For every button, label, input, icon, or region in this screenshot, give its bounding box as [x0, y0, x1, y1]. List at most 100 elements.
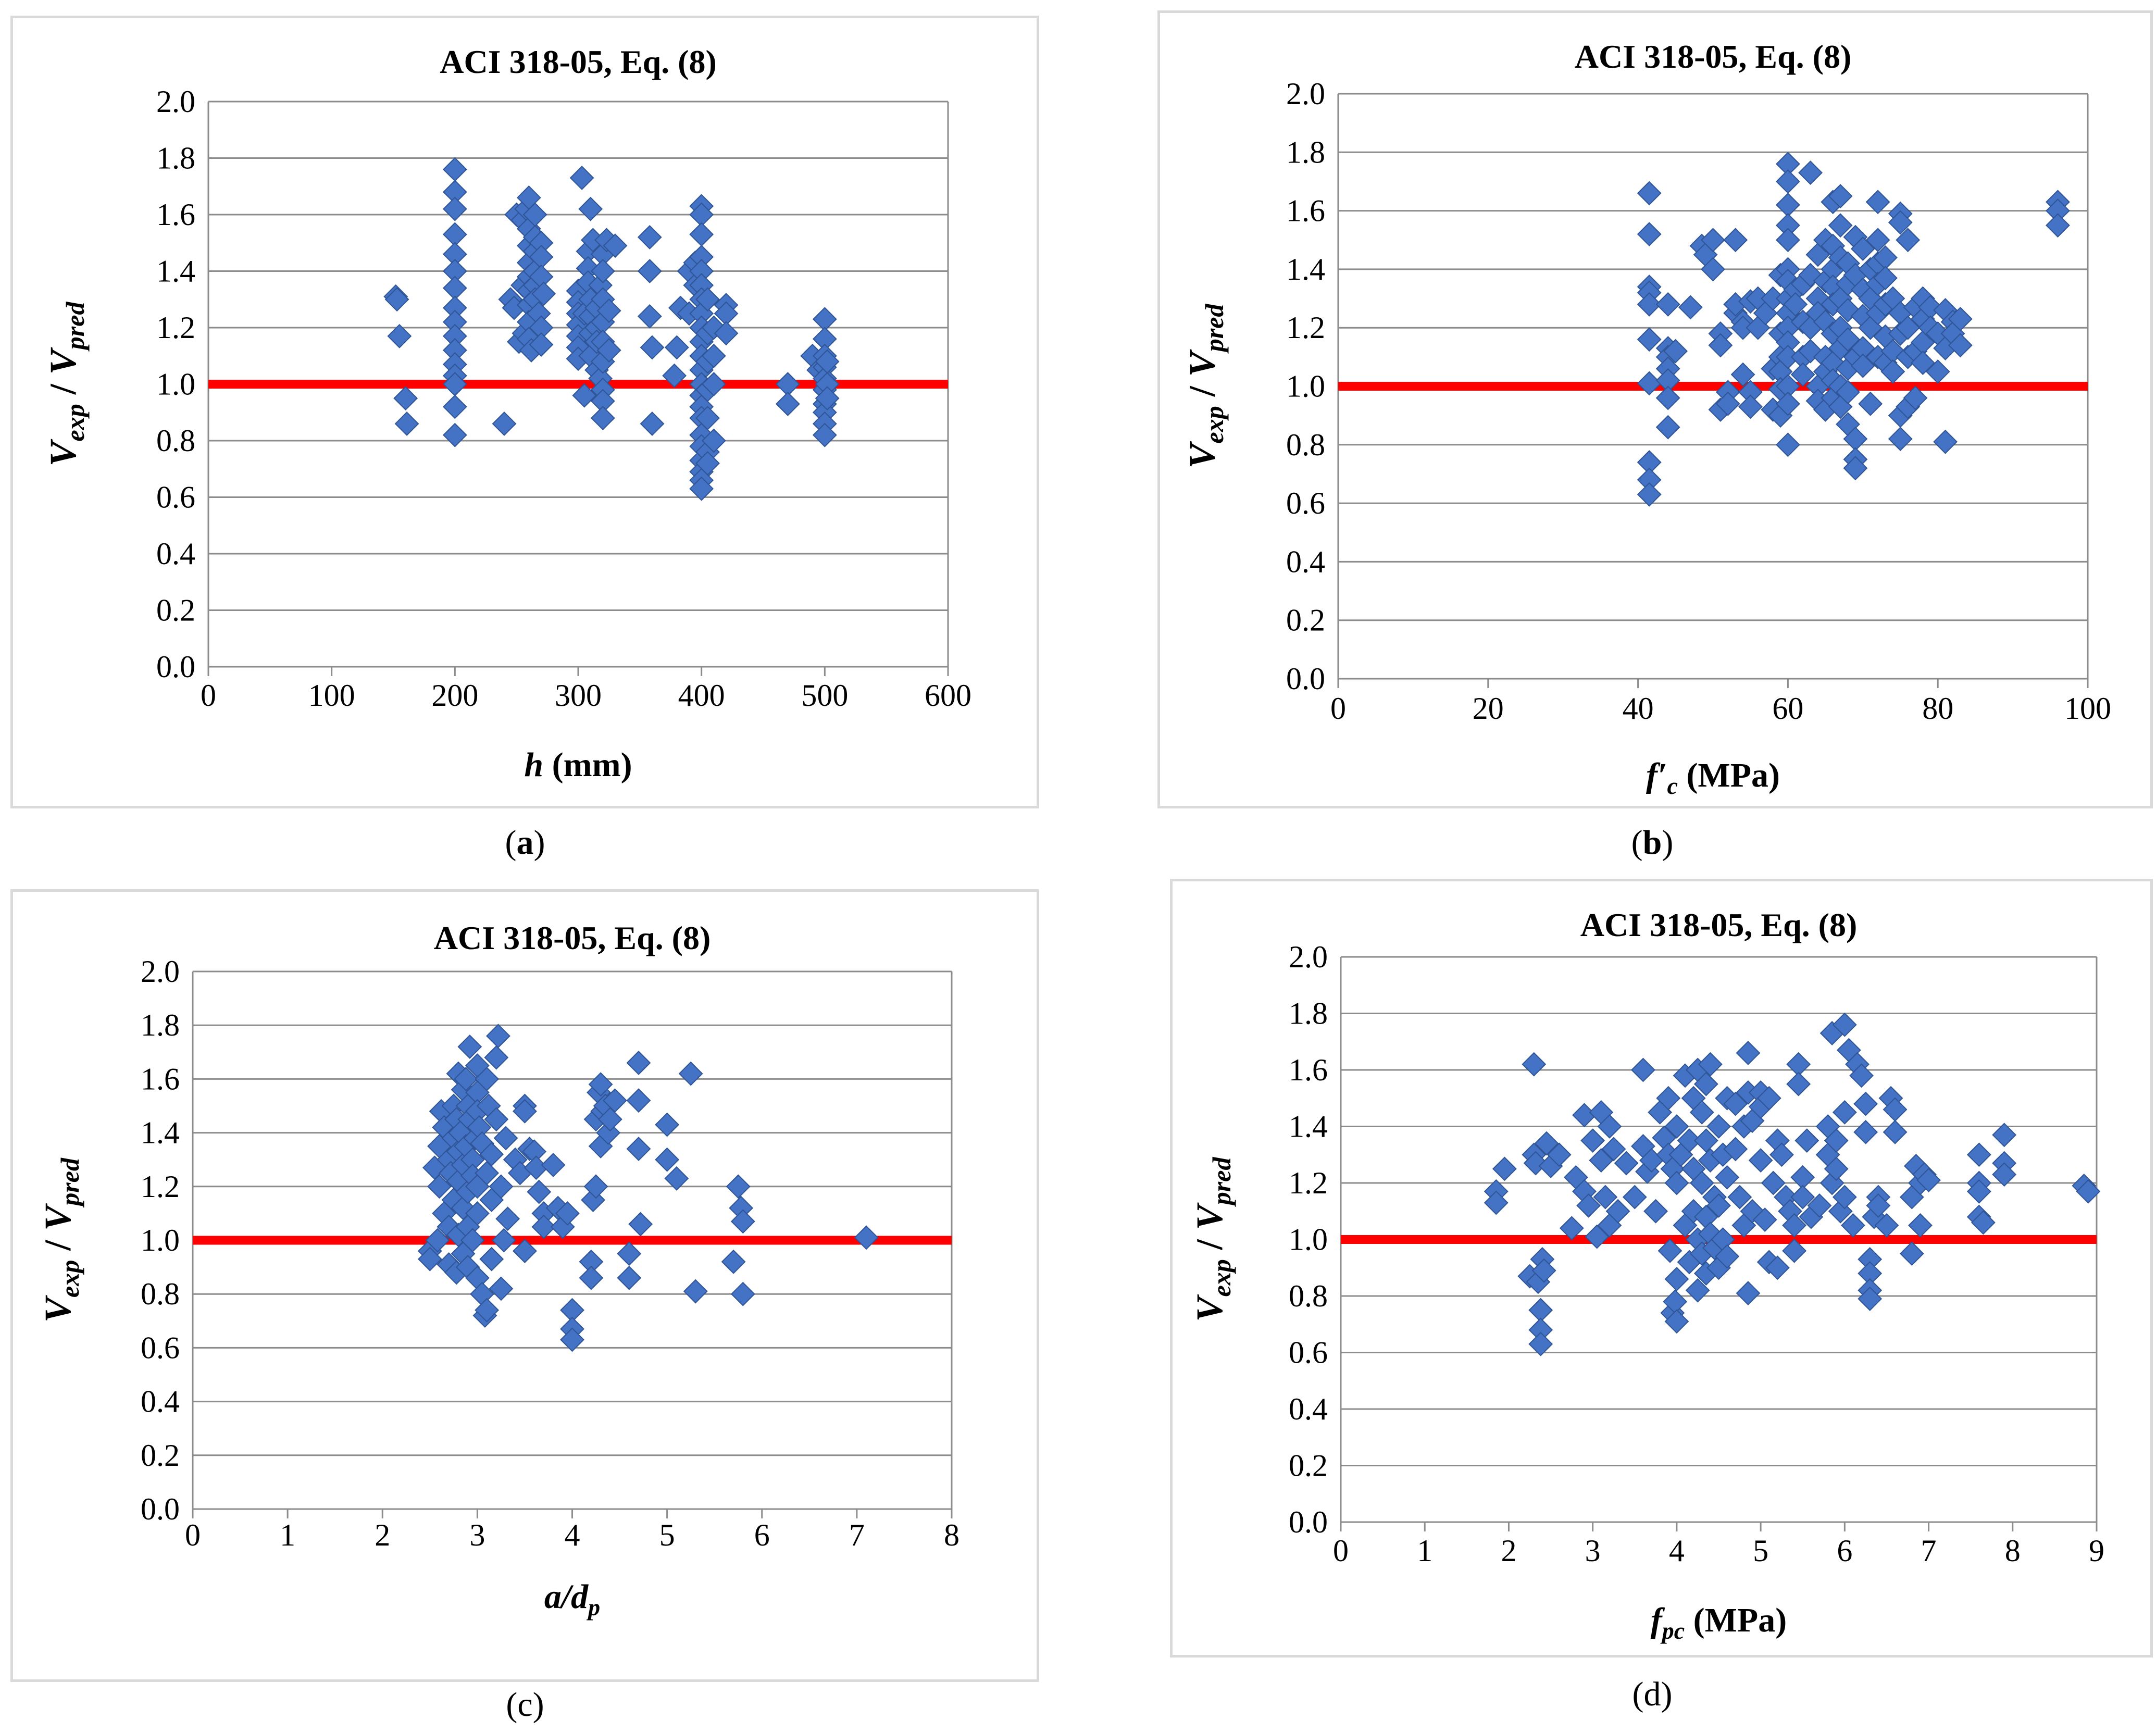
- chart-svg-b: ACI 318-05, Eq. (8) 0.0 0.2 0.4 0.6 0.8 1.0 1.2…: [1181, 38, 2111, 799]
- data-point: [492, 412, 517, 436]
- data-point: [1706, 1114, 1731, 1139]
- x-tick-label: 2: [1501, 1534, 1516, 1568]
- data-point: [626, 1088, 651, 1113]
- y-tick-label: 0.8: [156, 423, 195, 458]
- data-point: [637, 259, 662, 283]
- data-point: [1911, 351, 1935, 375]
- y-tick-label: 0.4: [1286, 544, 1325, 579]
- y-tick-label: 0.0: [1286, 662, 1325, 696]
- y-tick-label: 1.6: [1289, 1053, 1328, 1087]
- data-point: [1748, 1148, 1773, 1173]
- data-point: [1664, 1267, 1689, 1291]
- chart-title: ACI 318-05, Eq. (8): [440, 43, 717, 80]
- data-point: [442, 422, 467, 447]
- data-point: [394, 412, 419, 436]
- y-tick-label: 2.0: [156, 84, 195, 119]
- data-point: [1689, 1170, 1714, 1195]
- data-point: [1782, 1238, 1807, 1263]
- x-tick-label: 300: [555, 678, 602, 713]
- data-point: [714, 321, 739, 346]
- y-tick-label: 0.2: [156, 593, 195, 628]
- y-tick-label: 0.4: [1289, 1392, 1328, 1426]
- data-point: [572, 383, 597, 408]
- y-tick-label: 1.4: [1289, 1110, 1328, 1144]
- data-point: [640, 412, 665, 436]
- data-point: [460, 1228, 485, 1253]
- x-tick-label: 400: [678, 678, 725, 713]
- data-point: [1614, 1151, 1639, 1176]
- data-point: [442, 157, 467, 182]
- data-point: [1849, 1063, 1874, 1088]
- x-axis-label: f′c (MPa): [1646, 756, 1780, 799]
- data-point: [1925, 359, 1950, 384]
- data-point: [1908, 1213, 1933, 1238]
- data-point: [1783, 292, 1808, 317]
- x-tick-label: 1: [280, 1518, 295, 1552]
- data-point: [1656, 1086, 1681, 1111]
- data-point: [1832, 1012, 1857, 1037]
- y-tick-label: 1.6: [156, 197, 195, 232]
- y-tick-label: 1.6: [141, 1062, 180, 1096]
- data-point: [513, 1099, 537, 1124]
- data-point: [2076, 1179, 2101, 1204]
- chart-panel-c: ACI 318-05, Eq. (8) 0.0 0.2 0.4 0.6 0.8 1.0 1.2…: [10, 889, 1039, 1682]
- data-point: [1678, 295, 1703, 320]
- chart-title: ACI 318-05, Eq. (8): [1580, 906, 1858, 943]
- data-point: [1580, 1128, 1605, 1153]
- data-point: [1738, 394, 1763, 419]
- data-point: [1730, 362, 1755, 387]
- data-point: [1715, 391, 1740, 416]
- data-point: [664, 335, 689, 360]
- data-point: [581, 1188, 605, 1213]
- panel-label-c: (c): [506, 1686, 544, 1724]
- data-point: [529, 332, 554, 357]
- data-point: [1775, 391, 1800, 416]
- chart-title: ACI 318-05, Eq. (8): [434, 919, 711, 956]
- data-point: [1765, 1255, 1790, 1280]
- data-point: [1701, 228, 1725, 253]
- y-tick-label: 1.4: [141, 1116, 180, 1150]
- data-point: [1874, 1213, 1899, 1238]
- data-point: [1622, 1185, 1647, 1210]
- data-point: [812, 422, 837, 447]
- data-point: [1655, 385, 1680, 410]
- data-point: [1637, 222, 1662, 246]
- data-point: [1740, 1199, 1765, 1224]
- data-point: [1761, 1170, 1786, 1195]
- x-tick-label: 6: [754, 1518, 770, 1552]
- data-point: [588, 1072, 613, 1097]
- data-point: [1836, 380, 1860, 405]
- x-tick-label: 7: [849, 1518, 865, 1552]
- data-point: [1948, 333, 1973, 358]
- data-point: [1715, 1244, 1740, 1269]
- data-point: [2046, 213, 2070, 238]
- data-point: [596, 338, 621, 363]
- x-tick-label: 0: [1330, 691, 1346, 726]
- data-point: [1782, 1213, 1807, 1238]
- x-tick-label: 0: [1333, 1534, 1349, 1568]
- data-point: [590, 406, 615, 431]
- data-point: [655, 1112, 680, 1137]
- data-point: [1715, 1165, 1740, 1190]
- data-point: [1775, 432, 1800, 457]
- data-point: [1865, 190, 1890, 215]
- data-point: [475, 1066, 500, 1091]
- data-point: [1850, 353, 1875, 378]
- data-point: [583, 1174, 608, 1199]
- data-point: [1888, 210, 1913, 235]
- data-point: [701, 343, 726, 368]
- data-point: [393, 386, 418, 411]
- panel-label-a: (a): [505, 824, 545, 862]
- data-point: [701, 372, 726, 396]
- data-point: [1790, 362, 1815, 387]
- data-point: [590, 259, 615, 283]
- data-point: [541, 1153, 566, 1177]
- x-tick-label: 100: [2064, 691, 2111, 726]
- data-point: [1605, 1199, 1630, 1224]
- data-point: [1576, 1193, 1601, 1218]
- y-tick-label: 0.6: [1289, 1336, 1328, 1370]
- data-point: [1677, 1128, 1702, 1153]
- data-point: [1663, 339, 1688, 364]
- data-point: [1664, 1114, 1689, 1139]
- x-tick-label: 5: [659, 1518, 675, 1552]
